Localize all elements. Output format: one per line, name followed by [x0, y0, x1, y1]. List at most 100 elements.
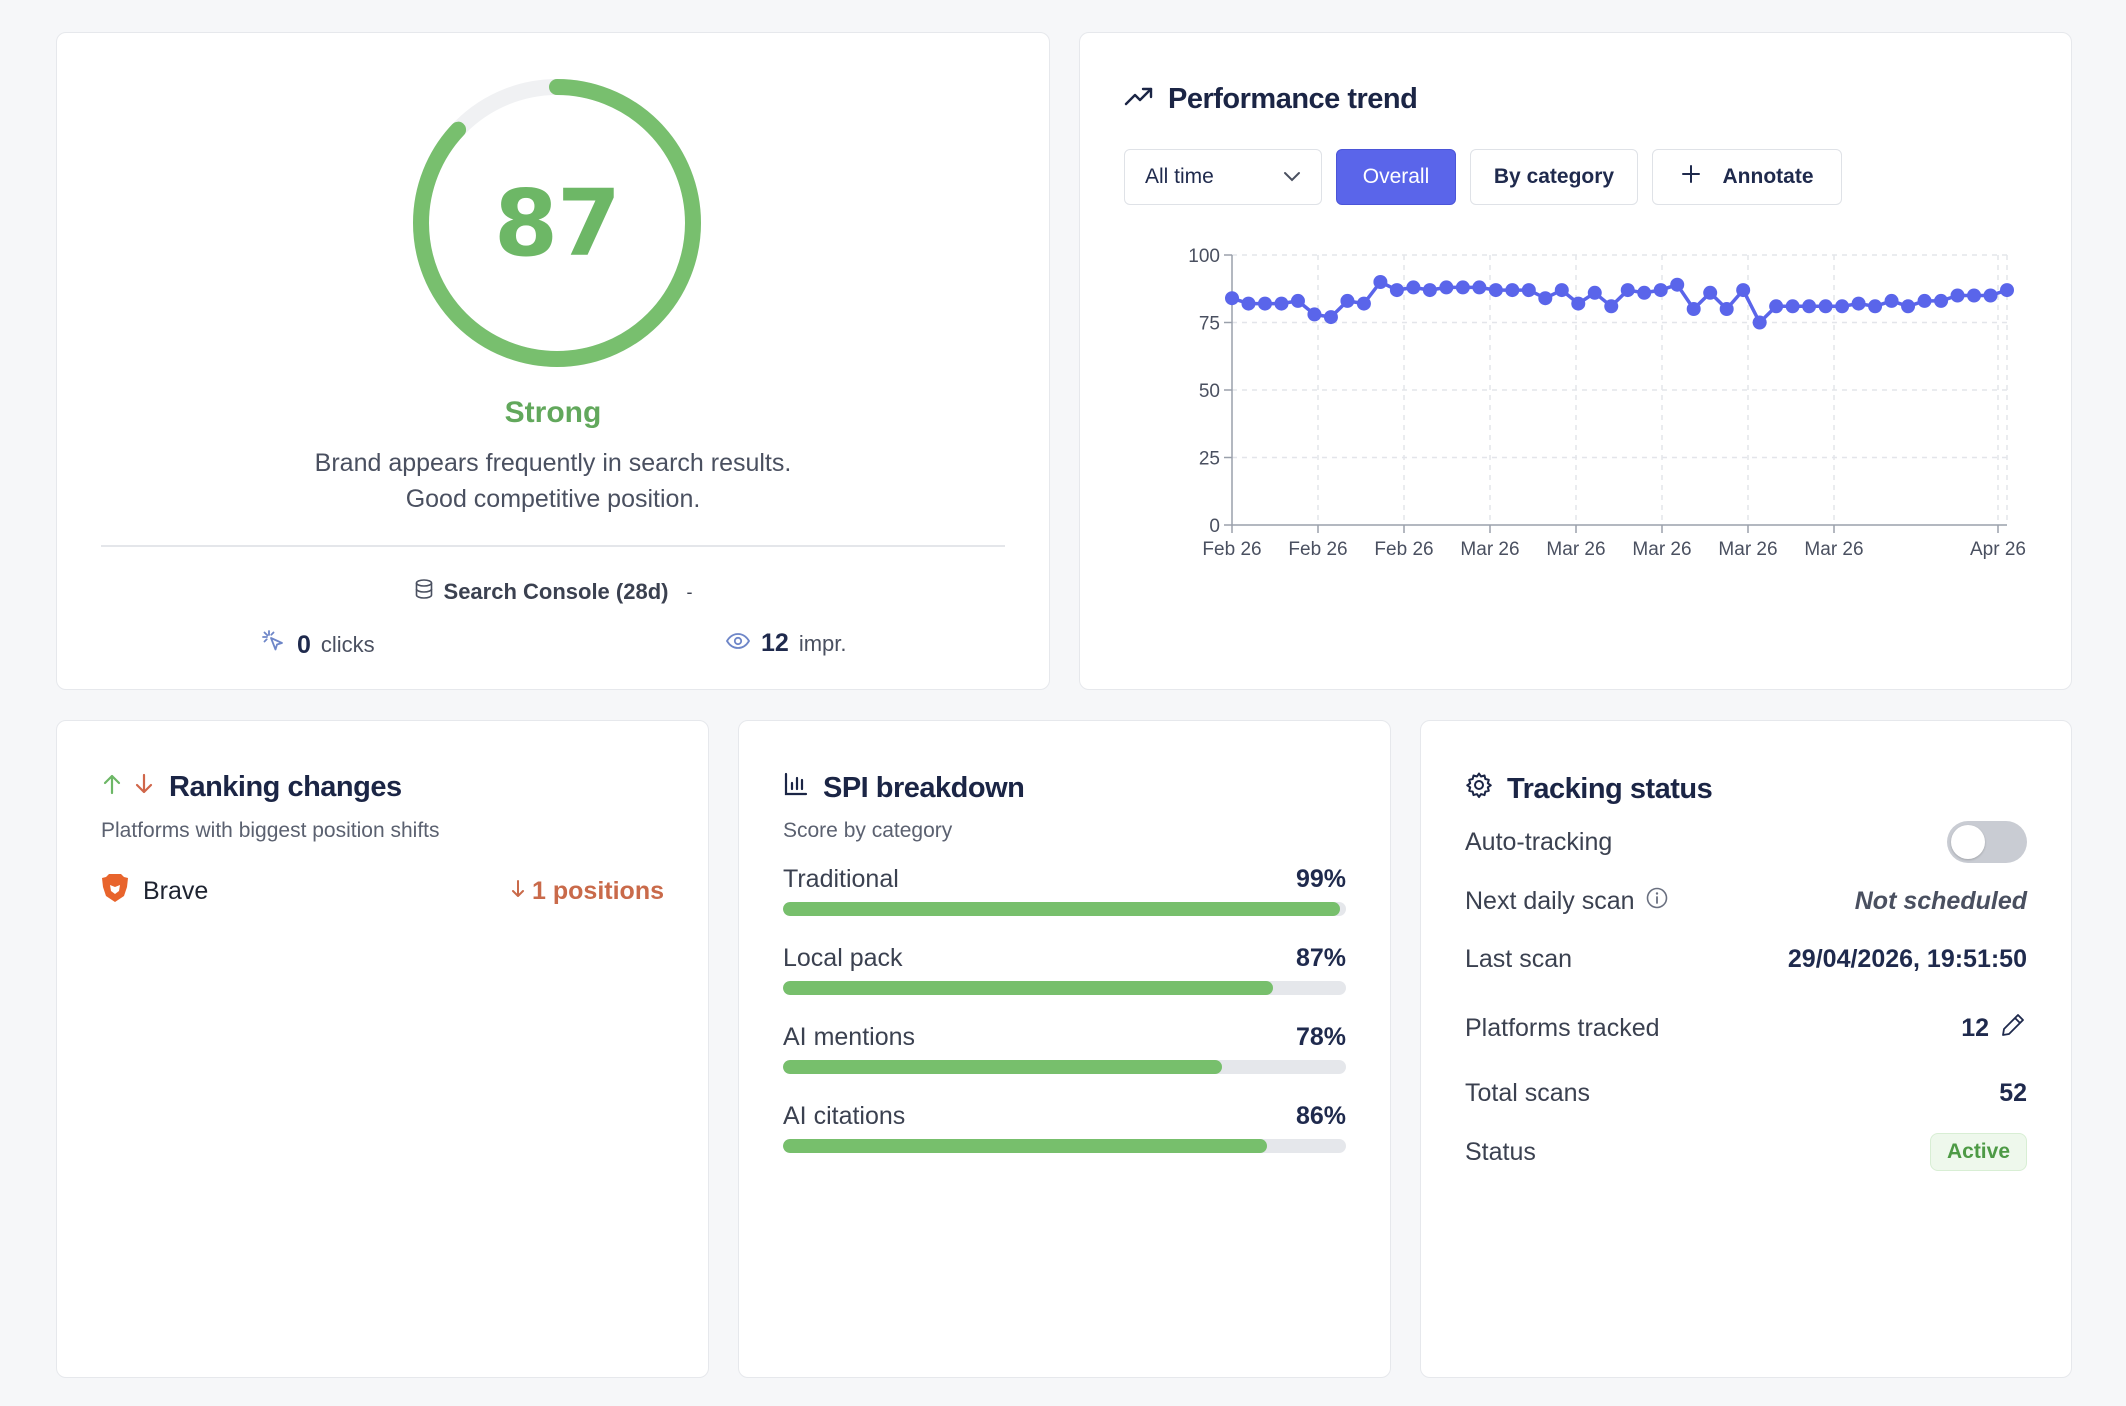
- x-tick-label: Mar 26: [1804, 539, 1863, 560]
- data-point: [1901, 299, 1916, 314]
- score-description-line-2: Good competitive position.: [405, 485, 701, 513]
- info-icon[interactable]: [1645, 886, 1669, 917]
- ranking-changes-title: Ranking changes: [169, 771, 402, 803]
- progress-track: [783, 1060, 1346, 1074]
- status-label: Status: [1465, 1137, 1536, 1166]
- auto-tracking-label: Auto-tracking: [1465, 827, 1613, 856]
- data-point: [1686, 302, 1701, 316]
- x-tick-label: Feb 26: [1202, 539, 1261, 560]
- plus-icon: [1681, 164, 1701, 190]
- data-point: [1719, 302, 1734, 316]
- annotate-button[interactable]: Annotate: [1652, 149, 1842, 205]
- spi-breakdown-title: SPI breakdown: [823, 771, 1025, 804]
- ranking-changes-subtitle: Platforms with biggest position shifts: [101, 819, 440, 842]
- spi-item-ai-citations: AI citations 86%: [783, 1102, 1346, 1162]
- data-point: [1323, 310, 1338, 325]
- y-tick-label: 0: [1209, 516, 1220, 537]
- data-point: [1934, 293, 1949, 308]
- list-item[interactable]: Brave 1 positions: [101, 871, 664, 911]
- data-point: [1488, 283, 1503, 298]
- data-point: [1703, 285, 1718, 300]
- progress-track: [783, 981, 1346, 995]
- data-point: [1505, 283, 1520, 298]
- data-point: [1257, 296, 1272, 311]
- data-point: [1868, 299, 1883, 314]
- spi-item-traditional: Traditional 99%: [783, 865, 1346, 925]
- clicks-value: 0: [297, 630, 311, 659]
- time-range-value: All time: [1145, 165, 1214, 188]
- data-point: [1917, 293, 1932, 308]
- progress-fill: [783, 1060, 1223, 1074]
- data-point: [1571, 296, 1586, 311]
- spi-item-percent: 86%: [1295, 1102, 1346, 1130]
- chevron-down-icon: [1283, 165, 1301, 189]
- total-scans-label: Total scans: [1465, 1079, 1591, 1107]
- data-point: [1472, 280, 1487, 295]
- data-point: [1851, 296, 1866, 311]
- data-point: [1554, 283, 1569, 298]
- data-point: [1340, 293, 1355, 308]
- position-change: 1 positions: [510, 877, 664, 906]
- performance-trend-title: Performance trend: [1168, 83, 1418, 115]
- status-badge: Active: [1929, 1133, 2027, 1171]
- data-point: [1653, 283, 1668, 298]
- platforms-tracked-label: Platforms tracked: [1465, 1014, 1660, 1042]
- data-point: [1274, 296, 1289, 311]
- divider: [101, 545, 1005, 547]
- data-point: [1373, 275, 1388, 289]
- toggle-knob: [1951, 825, 1985, 859]
- x-tick-label: Mar 26: [1632, 539, 1691, 560]
- spi-item-percent: 87%: [1295, 944, 1346, 972]
- last-scan-label: Last scan: [1465, 945, 1573, 973]
- data-point: [1637, 285, 1652, 300]
- data-point: [1307, 307, 1322, 322]
- spi-item-label: AI citations: [783, 1102, 906, 1130]
- score-value: 87: [493, 169, 621, 277]
- spi-item-local-pack: Local pack 87%: [783, 944, 1346, 1004]
- data-point: [2000, 283, 2014, 298]
- x-tick-label: Mar 26: [1546, 539, 1605, 560]
- arrow-down-icon: [133, 771, 155, 804]
- data-point: [1439, 280, 1454, 295]
- performance-trend-card: Performance trend All time Overall By ca…: [1079, 32, 2072, 690]
- data-point: [1752, 315, 1767, 330]
- tracking-status-title: Tracking status: [1507, 772, 1713, 805]
- auto-tracking-toggle[interactable]: [1947, 821, 2027, 863]
- score-description-line-1: Brand appears frequently in search resul…: [314, 449, 792, 477]
- data-point: [1670, 277, 1685, 292]
- ranking-changes-header: Ranking changes: [101, 771, 402, 804]
- ranking-changes-card: Ranking changes Platforms with biggest p…: [56, 720, 709, 1378]
- spi-breakdown-card: SPI breakdown Score by category Traditio…: [738, 720, 1391, 1378]
- x-tick-label: Mar 26: [1460, 539, 1519, 560]
- data-point: [1983, 288, 1998, 303]
- data-point: [1356, 296, 1371, 311]
- arrow-down-icon: [510, 877, 526, 906]
- y-tick-label: 25: [1199, 449, 1220, 470]
- last-scan-row: Last scan 29/04/2026, 19:51:50: [1465, 945, 2027, 974]
- x-tick-label: Mar 26: [1718, 539, 1777, 560]
- y-tick-label: 100: [1188, 246, 1220, 267]
- total-scans-value: 52: [1999, 1079, 2027, 1107]
- collapse-toggle[interactable]: -: [686, 581, 693, 602]
- position-change-value: 1 positions: [532, 876, 664, 905]
- tracking-status-header: Tracking status: [1465, 771, 1713, 807]
- x-tick-label: Feb 26: [1374, 539, 1433, 560]
- data-point: [1769, 299, 1784, 314]
- pencil-icon[interactable]: [1999, 1011, 2027, 1046]
- data-point: [1521, 283, 1536, 298]
- last-scan-value: 29/04/2026, 19:51:50: [1787, 945, 2027, 973]
- progress-fill: [783, 902, 1341, 916]
- platform-name-cell: Brave: [101, 873, 208, 910]
- data-point: [1604, 299, 1619, 314]
- score-gauge: 87: [407, 73, 707, 373]
- search-console-label: Search Console (28d): [443, 579, 669, 604]
- arrow-up-icon: [101, 771, 123, 804]
- next-scan-label-wrap: Next daily scan: [1465, 886, 1669, 917]
- overall-button[interactable]: Overall: [1336, 149, 1456, 205]
- performance-line-chart: 0 25 50 75 100 Feb 26 Feb 26 Feb 26 Mar 26 Mar 26…: [1188, 246, 2026, 560]
- next-scan-label: Next daily scan: [1465, 887, 1635, 915]
- spi-breakdown-header: SPI breakdown: [783, 771, 1025, 805]
- by-category-button[interactable]: By category: [1470, 149, 1638, 205]
- time-range-select[interactable]: All time: [1124, 149, 1322, 205]
- search-console-selector[interactable]: Search Console (28d) -: [57, 578, 1049, 606]
